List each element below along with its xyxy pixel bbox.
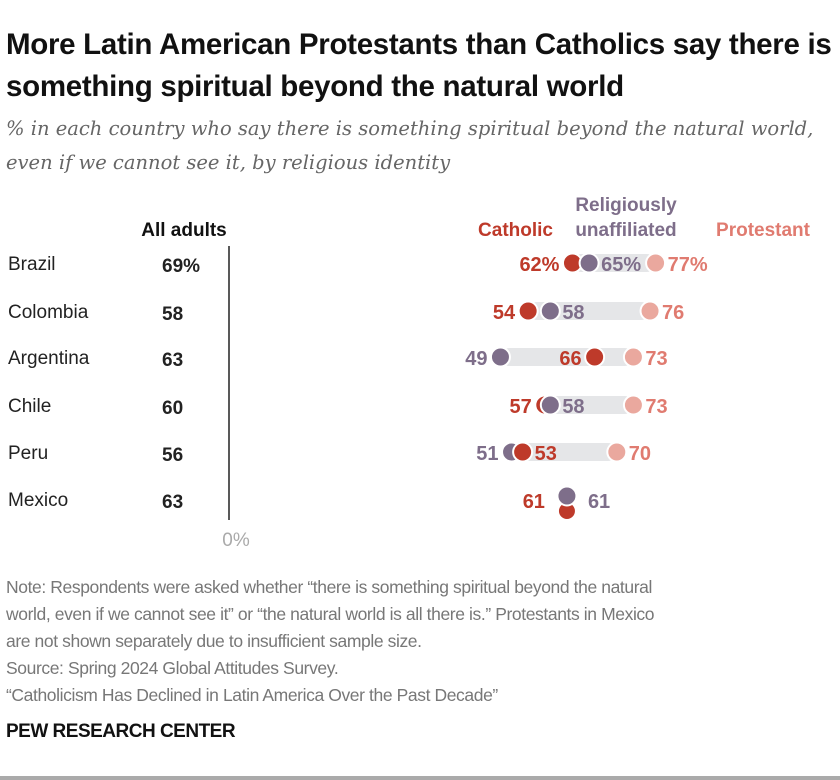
- value-label-catholic: 57: [510, 396, 532, 418]
- value-label-unaffiliated: 58: [562, 396, 584, 418]
- all-adults-value: 63: [162, 350, 183, 371]
- dot-unaffiliated: [578, 252, 600, 274]
- country-label: Colombia: [8, 302, 89, 323]
- all-adults-value: 56: [162, 445, 183, 466]
- dot-protestant: [622, 346, 644, 368]
- legend-protestant: Protestant: [716, 220, 811, 241]
- dot-protestant: [622, 394, 644, 416]
- dot-unaffiliated: [489, 346, 511, 368]
- value-label-unaffiliated: 49: [465, 348, 487, 370]
- chart-title: More Latin American Protestants than Cat…: [6, 28, 832, 103]
- dot-catholic: [517, 300, 539, 322]
- legend-catholic: Catholic: [478, 220, 553, 241]
- dot-plot: All adults Catholic Religiously unaffiliate…: [8, 195, 811, 551]
- value-label-protestant: 77%: [668, 254, 708, 276]
- dot-protestant: [606, 441, 628, 463]
- value-label-catholic: 61: [523, 491, 545, 513]
- notes: Note: Respondents were asked whether “th…: [6, 574, 836, 709]
- country-label: Brazil: [8, 254, 56, 275]
- dot-protestant: [639, 300, 661, 322]
- value-label-protestant: 73: [645, 348, 667, 370]
- country-label: Peru: [8, 443, 48, 464]
- value-label-catholic: 54: [493, 302, 516, 324]
- country-label: Argentina: [8, 348, 90, 369]
- value-label-unaffiliated: 65%: [601, 254, 641, 276]
- all-adults-value: 58: [162, 304, 183, 325]
- value-label-unaffiliated: 51: [476, 443, 498, 465]
- legend-unaffiliated: unaffiliated: [575, 220, 676, 241]
- country-label: Mexico: [8, 490, 68, 511]
- dot-protestant: [645, 252, 667, 274]
- value-label-protestant: 76: [662, 302, 684, 324]
- all-adults-header: All adults: [141, 220, 227, 241]
- range-bar: [511, 443, 617, 461]
- all-adults-value: 60: [162, 398, 183, 419]
- range-bar: [544, 396, 634, 414]
- source-line: Source: Spring 2024 Global Attitudes Sur…: [6, 658, 339, 678]
- note-line: Note: Respondents were asked whether “th…: [6, 577, 652, 597]
- brand-logo-text: PEW RESEARCH CENTER: [6, 721, 236, 742]
- note-line: world, even if we cannot see it” or “the…: [6, 604, 655, 624]
- report-title-line: “Catholicism Has Declined in Latin Ameri…: [6, 685, 498, 705]
- value-label-unaffiliated: 58: [562, 302, 584, 324]
- value-label-protestant: 70: [629, 443, 651, 465]
- country-label: Chile: [8, 396, 51, 417]
- value-label-catholic: 66: [559, 348, 581, 370]
- dot-catholic: [584, 346, 606, 368]
- bottom-rule: [0, 776, 840, 780]
- note-line: are not shown separately due to insuffic…: [6, 631, 422, 651]
- value-label-unaffiliated: 61: [588, 491, 610, 513]
- dot-unaffiliated: [556, 485, 578, 507]
- value-label-protestant: 73: [645, 396, 667, 418]
- dot-unaffiliated: [539, 300, 561, 322]
- dot-unaffiliated: [539, 394, 561, 416]
- value-label-catholic: 62%: [519, 254, 559, 276]
- chart-subtitle: % in each country who say there is somet…: [6, 117, 814, 174]
- dot-catholic: [512, 441, 534, 463]
- all-adults-value: 69%: [162, 256, 200, 277]
- axis-tick-label: 0%: [222, 530, 250, 551]
- legend-unaffiliated: Religiously: [575, 195, 677, 216]
- all-adults-value: 63: [162, 492, 183, 513]
- value-label-catholic: 53: [535, 443, 557, 465]
